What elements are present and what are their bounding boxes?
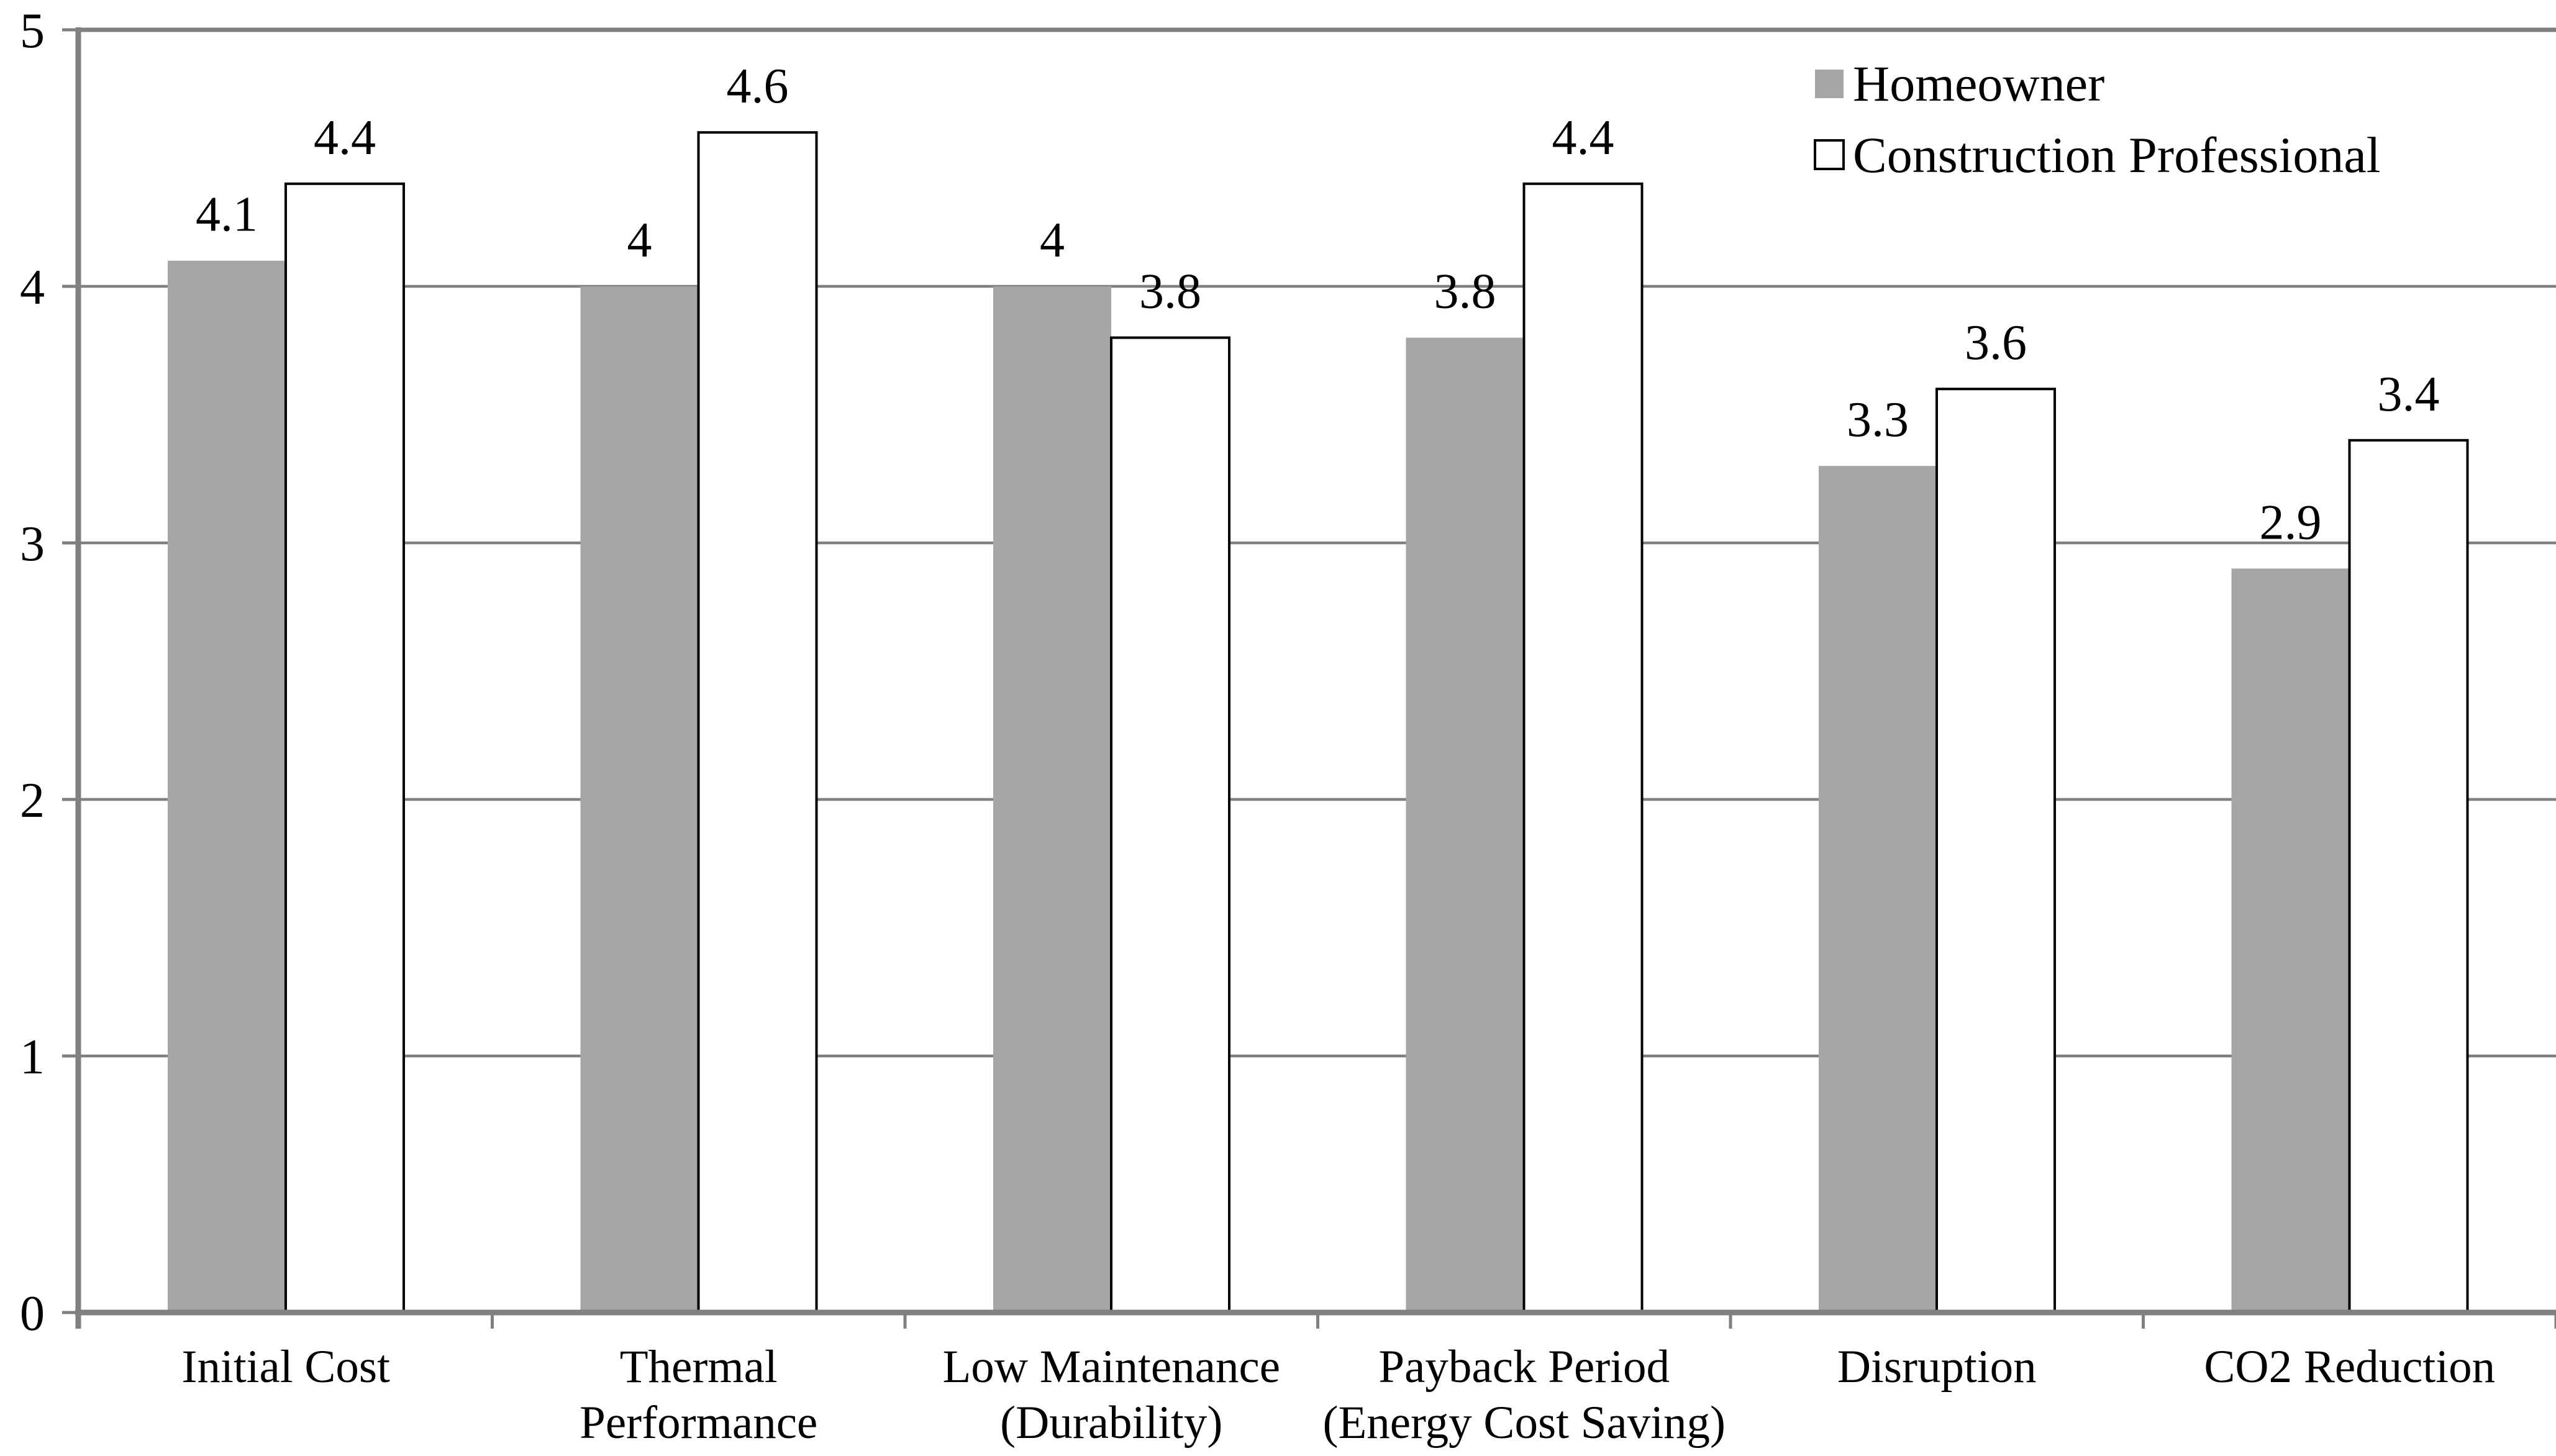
value-label-homeowner-co2-reduction: 2.9 bbox=[2260, 495, 2322, 550]
bar-construction-professional-co2-reduction bbox=[2348, 439, 2469, 1314]
y-axis-label-5: 5 bbox=[20, 4, 45, 58]
bar-construction-professional-disruption bbox=[1935, 388, 2056, 1314]
bar-construction-professional-initial-cost bbox=[284, 182, 405, 1314]
legend-label-construction-professional: Construction Professional bbox=[1853, 127, 2381, 183]
x-axis-label-initial-cost: Initial Cost bbox=[182, 1341, 391, 1393]
y-axis-label-2: 2 bbox=[20, 773, 45, 828]
legend: Homeowner Construction Professional bbox=[1814, 55, 2381, 183]
x-axis-label-disruption: Disruption bbox=[1837, 1341, 2037, 1393]
bar-homeowner-low-maintenance-durability bbox=[993, 286, 1111, 1313]
value-label-homeowner-thermal-performance: 4 bbox=[627, 213, 652, 268]
y-axis-label-4: 4 bbox=[20, 260, 45, 315]
value-label-construction-professional-low-maintenance-durability: 3.8 bbox=[1139, 265, 1201, 319]
value-label-construction-professional-initial-cost: 4.4 bbox=[314, 111, 376, 165]
y-axis-label-1: 1 bbox=[20, 1030, 45, 1085]
bar-homeowner-initial-cost bbox=[168, 260, 286, 1313]
bar-homeowner-disruption bbox=[1819, 466, 1937, 1313]
value-label-construction-professional-thermal-performance: 4.6 bbox=[727, 59, 789, 114]
value-label-construction-professional-co2-reduction: 3.4 bbox=[2378, 367, 2440, 422]
y-axis-label-0: 0 bbox=[20, 1286, 45, 1341]
y-axis-label-3: 3 bbox=[20, 517, 45, 571]
legend-swatch-homeowner bbox=[1815, 70, 1844, 98]
value-label-construction-professional-payback-period-energy-cost-saving: 4.4 bbox=[1552, 111, 1614, 165]
value-label-homeowner-initial-cost: 4.1 bbox=[196, 188, 258, 242]
legend-swatch-construction-professional bbox=[1814, 139, 1845, 170]
x-axis-label-thermal-performance: Thermal Performance bbox=[580, 1341, 817, 1449]
x-axis-label-co2-reduction: CO2 Reduction bbox=[2204, 1341, 2495, 1393]
value-label-construction-professional-disruption: 3.6 bbox=[1965, 316, 2027, 370]
bar-construction-professional-low-maintenance-durability bbox=[1110, 336, 1230, 1314]
bar-construction-professional-payback-period-energy-cost-saving bbox=[1522, 182, 1644, 1314]
value-label-homeowner-disruption: 3.3 bbox=[1847, 393, 1909, 447]
x-axis-label-payback-period-energy-cost-saving: Payback Period (Energy Cost Saving) bbox=[1322, 1341, 1726, 1449]
x-axis-label-low-maintenance-durability: Low Maintenance (Durability) bbox=[942, 1341, 1280, 1449]
value-label-homeowner-low-maintenance-durability: 4 bbox=[1040, 213, 1065, 268]
bar-homeowner-co2-reduction bbox=[2231, 568, 2350, 1313]
bar-construction-professional-thermal-performance bbox=[697, 131, 818, 1314]
bar-homeowner-payback-period-energy-cost-saving bbox=[1406, 337, 1524, 1313]
value-label-homeowner-payback-period-energy-cost-saving: 3.8 bbox=[1434, 265, 1496, 319]
bar-homeowner-thermal-performance bbox=[580, 286, 699, 1313]
legend-label-homeowner: Homeowner bbox=[1853, 55, 2104, 112]
